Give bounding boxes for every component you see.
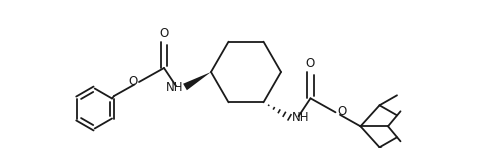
Text: O: O: [128, 74, 137, 87]
Text: O: O: [159, 27, 169, 40]
Text: O: O: [306, 57, 315, 70]
Text: NH: NH: [291, 111, 309, 124]
Text: O: O: [337, 105, 346, 118]
Polygon shape: [183, 72, 211, 90]
Text: NH: NH: [165, 81, 183, 94]
